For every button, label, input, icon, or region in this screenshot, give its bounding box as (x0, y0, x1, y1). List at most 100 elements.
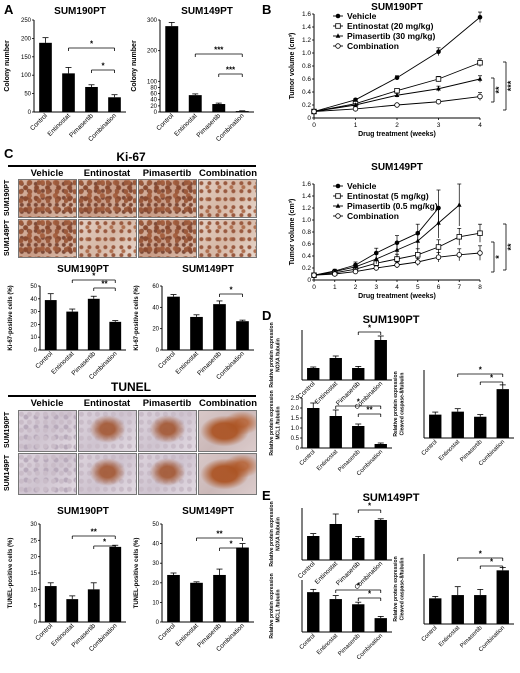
bar-control (165, 26, 179, 113)
sig-label: * (101, 62, 105, 71)
y-tick-label: 0 (34, 348, 38, 354)
x-tick-label: Entinostat (438, 625, 461, 648)
ki67-col-entinostat: Entinostat (83, 168, 131, 179)
x-tick-label-text: Control (157, 350, 177, 370)
y-axis-label: Relative protein expression MCL1 /tubulin (269, 573, 282, 638)
chart-d-noxa: Relative protein expression NOXA /tubulin… (269, 322, 392, 411)
y-tick-label: 0 (28, 110, 32, 116)
y-axis-label-line: NOXA /tubulin (276, 338, 282, 372)
bar-entinostat (329, 599, 342, 632)
legend-marker (335, 183, 341, 189)
x-tick-label-text: Control (421, 439, 439, 457)
chart-e-cleaved-caspase8: Relative protein expression Cleaved caspa… (393, 550, 514, 653)
y-tick-label: 5 (34, 604, 38, 610)
tunel-image-vehicle-sum149pt (18, 453, 77, 495)
sig-label: ** (506, 243, 516, 251)
sig-label-text: ** (494, 86, 504, 94)
y-tick-label: 0.5 (291, 436, 300, 442)
y-axis-label: Relative protein expression Cleaved caspa… (393, 556, 406, 621)
sig-label: * (229, 286, 233, 295)
bar-entinostat (190, 316, 203, 350)
bar-pimasertib (85, 86, 98, 112)
data-point (477, 14, 483, 20)
chart-d-cleaved-caspase8: Relative protein expression Cleaved caspa… (393, 366, 514, 467)
y-axis-label-text: Tumor volume (cm³) (289, 199, 296, 266)
x-tick-label: Control (157, 350, 177, 370)
sig-label: *** (506, 80, 516, 91)
data-point (415, 252, 421, 258)
sig-label: * (368, 590, 372, 599)
x-tick-label-text: Entinostat (316, 449, 339, 472)
legend-label: Combination (347, 41, 399, 51)
y-tick-label: 0 (34, 620, 38, 626)
chart-title: SUM190PT (54, 6, 106, 17)
bar-control (307, 368, 320, 380)
bar-pimasertib (352, 426, 365, 448)
ki67-col-vehicle: Vehicle (30, 168, 64, 179)
x-tick-label: 3 (374, 284, 378, 291)
chart-a-sum190pt: SUM190PT Colony number 0 50 100 150 200 250 Cont… (4, 6, 126, 143)
x-tick-label-text: Entinostat (316, 633, 339, 656)
x-tick-label: 5 (416, 284, 420, 291)
panel-label-a: A (4, 2, 14, 17)
data-point (456, 252, 462, 258)
tunel-image-entinostat-sum149pt (78, 453, 137, 495)
y-axis-label-line: Relative protein expression (393, 371, 399, 436)
bar-pimasertib (352, 538, 365, 560)
legend-marker (335, 193, 341, 199)
chart-d-mcl1: Relative protein expression MCL1 /tubulin… (269, 390, 392, 477)
sig-label: * (368, 324, 372, 333)
bar-combination (109, 321, 122, 350)
y-axis-label-line: Relative protein expression (393, 556, 399, 621)
y-tick-label: 0 (154, 110, 158, 116)
y-axis-label: Ki-67-positive cells (%) (134, 285, 140, 350)
x-tick-label: 2 (354, 284, 358, 291)
y-tick-label: 100 (21, 73, 32, 79)
x-tick-label-text: Control (421, 625, 439, 643)
y-tick-label: 150 (21, 55, 32, 61)
y-tick-label: 40 (150, 98, 157, 104)
bar-pimasertib (212, 104, 226, 112)
y-axis-label: TUNEL-positive cells (%) (8, 538, 14, 609)
bar-control (307, 408, 320, 448)
y-axis-label-line: Ki-67-positive cells (%) (8, 285, 14, 350)
panel-label-e: E (262, 488, 271, 503)
y-tick-label: 0 (307, 277, 311, 284)
y-axis-label: Tumor volume (cm³) (289, 199, 296, 266)
data-point (477, 230, 483, 236)
tunel-image-pimasertib-sum149pt (138, 453, 197, 495)
chart-b-sum149pt: SUM149PT 0 0.2 0.4 0.6 0.8 1.0 1.2 1.4 1.6 0 1 2 3 4 5 6… (289, 162, 516, 300)
y-tick-label: 300 (147, 18, 158, 24)
x-tick-label: 4 (478, 122, 482, 129)
x-tick-label: Control (157, 622, 177, 642)
chart-title: SUM149PT (371, 162, 423, 173)
y-axis-label: Colony number (131, 40, 138, 92)
data-point (477, 76, 483, 81)
y-axis-label: Ki-67-positive cells (%) (8, 285, 14, 350)
y-tick-label: 20 (30, 322, 37, 328)
data-point (477, 250, 483, 256)
x-tick-label: 1 (333, 284, 337, 291)
bar-combination (374, 444, 387, 448)
y-tick-label: 60 (150, 92, 157, 98)
bar-combination (108, 97, 121, 112)
y-axis-label: TUNEL-positive cells (%) (134, 538, 140, 609)
legend-marker (335, 43, 341, 49)
tunel-image-combination-sum190pt (198, 410, 257, 452)
tunel-title: TUNEL (111, 380, 151, 394)
bar-control (44, 300, 57, 350)
y-tick-label: 25 (30, 538, 37, 544)
tunel-image-vehicle-sum190pt (18, 410, 77, 452)
chart-title: SUM190PT (57, 506, 109, 517)
x-tick-label: Control (421, 625, 439, 643)
bar-entinostat (66, 599, 79, 622)
data-point (352, 106, 359, 112)
sig-label: * (90, 40, 94, 49)
ki67-row-sum190pt: SUM190PT (4, 179, 11, 217)
tunel-row-sum190pt: SUM190PT (4, 411, 11, 449)
ki67-image-vehicle-sum190pt (18, 179, 77, 218)
sig-label: ** (216, 530, 223, 539)
bar-control (44, 586, 57, 622)
bar-pimasertib (474, 595, 487, 624)
y-tick-label: 1.5 (291, 416, 300, 422)
